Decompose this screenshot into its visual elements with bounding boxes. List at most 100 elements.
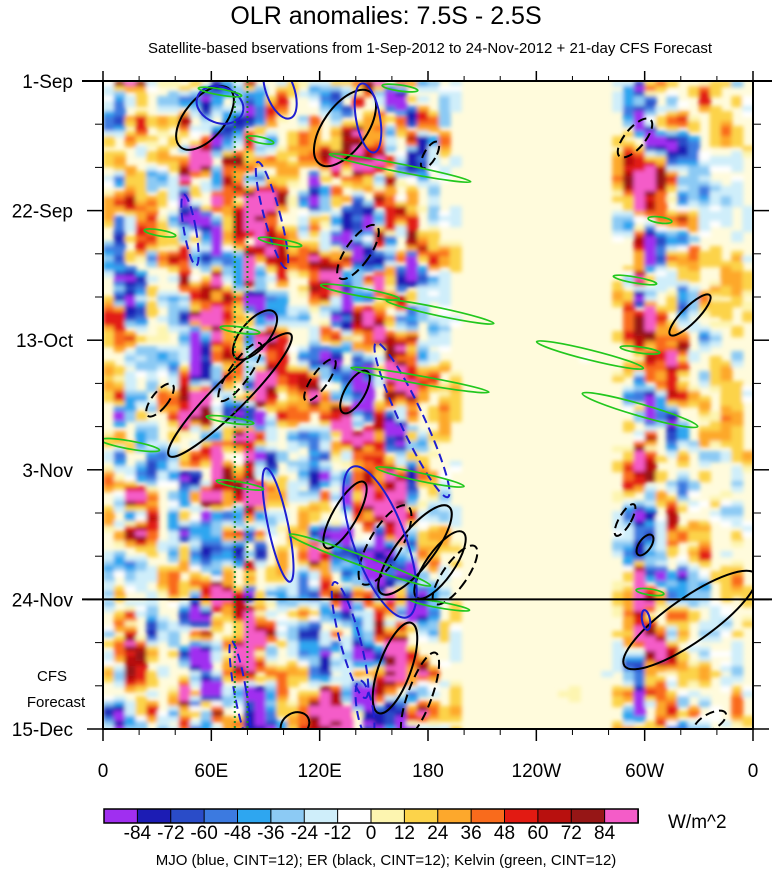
olr-cell <box>287 486 300 493</box>
olr-cell <box>623 146 635 153</box>
olr-cell <box>731 136 744 143</box>
olr-cell <box>428 511 440 518</box>
olr-cell <box>644 221 657 228</box>
olr-cell <box>222 556 235 563</box>
olr-cell <box>644 201 657 208</box>
olr-cell <box>265 421 278 428</box>
olr-cell <box>276 351 289 358</box>
olr-cell <box>373 556 386 563</box>
olr-cell <box>276 456 289 463</box>
olr-cell <box>135 206 148 213</box>
olr-cell <box>363 306 375 313</box>
olr-cell <box>666 151 679 158</box>
olr-cell <box>276 566 289 573</box>
olr-cell <box>633 196 646 203</box>
olr-cell <box>688 306 700 313</box>
olr-cell <box>612 721 625 728</box>
olr-cell <box>103 456 115 463</box>
olr-cell <box>189 166 202 173</box>
olr-cell <box>623 96 635 103</box>
olr-cell <box>233 591 245 598</box>
olr-cell <box>417 366 430 373</box>
olr-cell <box>363 621 375 628</box>
olr-cell <box>623 661 635 668</box>
olr-cell <box>438 96 451 103</box>
olr-cell <box>211 106 224 113</box>
olr-cell <box>113 541 126 548</box>
olr-cell <box>319 411 332 418</box>
olr-cell <box>298 651 310 658</box>
olr-cell <box>655 146 668 153</box>
olr-cell <box>287 151 300 158</box>
olr-cell <box>330 416 343 423</box>
olr-cell <box>233 671 245 678</box>
olr-cell <box>103 656 115 663</box>
olr-cell <box>677 141 690 148</box>
olr-cell <box>612 231 625 238</box>
olr-cell <box>319 206 332 213</box>
olr-cell <box>243 411 256 418</box>
olr-cell <box>308 281 321 288</box>
olr-cell <box>124 721 137 728</box>
olr-cell <box>633 641 646 648</box>
olr-cell <box>438 406 451 413</box>
olr-cell <box>633 256 646 263</box>
olr-cell <box>406 281 419 288</box>
olr-cell <box>211 726 224 729</box>
olr-cell <box>113 341 126 348</box>
olr-cell <box>189 246 202 253</box>
olr-cell <box>265 591 278 598</box>
olr-cell <box>677 111 690 118</box>
olr-cell <box>395 206 408 213</box>
olr-cell <box>417 376 430 383</box>
olr-cell <box>157 231 170 238</box>
olr-cell <box>644 436 657 443</box>
olr-cell <box>612 651 625 658</box>
olr-cell <box>265 491 278 498</box>
olr-cell <box>677 291 690 298</box>
olr-cell <box>623 156 635 163</box>
olr-cell <box>395 201 408 208</box>
olr-cell <box>298 646 310 653</box>
olr-cell <box>655 341 668 348</box>
olr-cell <box>276 196 289 203</box>
olr-cell <box>417 391 430 398</box>
olr-cell <box>438 431 451 438</box>
olr-cell <box>363 456 375 463</box>
olr-cell <box>417 246 430 253</box>
olr-cell <box>612 96 625 103</box>
olr-cell <box>709 631 722 638</box>
olr-cell <box>698 726 711 729</box>
olr-cell <box>178 716 191 723</box>
olr-cell <box>644 266 657 273</box>
olr-cell <box>103 576 115 583</box>
olr-cell <box>178 331 191 338</box>
olr-cell <box>276 336 289 343</box>
olr-cell <box>417 546 430 553</box>
olr-cell <box>417 466 430 473</box>
olr-cell <box>384 261 397 268</box>
olr-cell <box>124 216 137 223</box>
olr-cell <box>103 111 115 118</box>
olr-cell <box>330 126 343 133</box>
olr-cell <box>438 346 451 353</box>
olr-cell <box>449 561 462 568</box>
olr-cell <box>384 181 397 188</box>
olr-cell <box>113 321 126 328</box>
olr-cell <box>222 136 235 143</box>
olr-cell <box>731 476 744 483</box>
olr-cell <box>265 656 278 663</box>
olr-cell <box>146 496 159 503</box>
olr-cell <box>222 151 235 158</box>
olr-cell <box>731 721 744 728</box>
olr-cell <box>233 276 245 283</box>
olr-cell <box>222 646 235 653</box>
olr-cell <box>200 716 213 723</box>
olr-cell <box>124 316 137 323</box>
olr-cell <box>157 166 170 173</box>
olr-cell <box>168 711 180 718</box>
olr-cell <box>135 676 148 683</box>
olr-cell <box>222 171 235 178</box>
olr-cell <box>406 686 419 693</box>
olr-cell <box>449 161 462 168</box>
